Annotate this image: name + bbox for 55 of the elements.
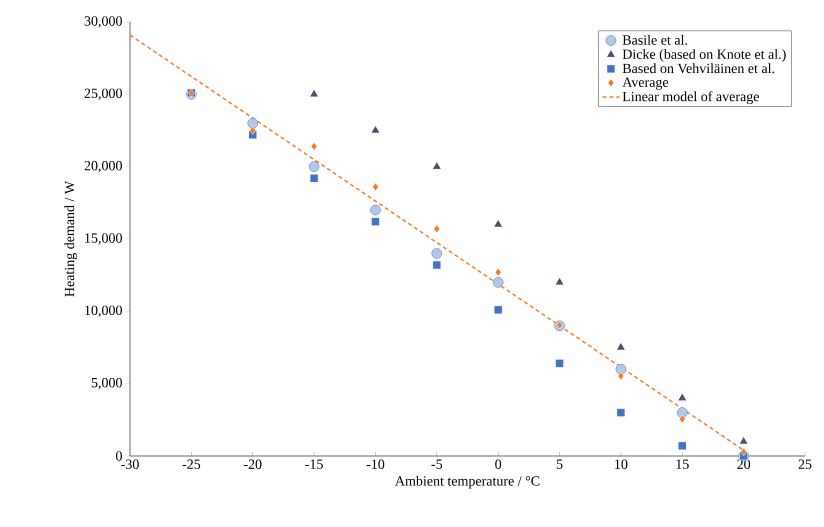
legend-label: Average [622,78,668,90]
y-tick-label: 30,000 [84,16,122,28]
x-tick-label: -10 [366,460,384,469]
point [432,161,442,170]
point [616,342,626,350]
point [679,414,686,424]
legend-label: Basile et al. [622,34,688,45]
x-tick-label: -25 [182,460,200,469]
x-axis-title: Ambient temperature / °C [395,476,540,489]
point [740,448,747,456]
x-tick-label: 15 [676,460,689,469]
point [370,125,380,134]
point [616,364,626,374]
y-tick-label: 10,000 [85,306,122,318]
point [678,442,687,450]
point [555,359,564,368]
point [492,277,504,288]
point [308,161,320,172]
x-tick-label: 10 [615,460,628,469]
point [494,219,503,228]
point [677,407,688,418]
x-tick-label: 25 [798,460,812,469]
point [372,182,379,192]
x-tick-label: -20 [244,460,262,469]
y-tick-label: 0 [116,451,122,461]
y-tick-label: 20,000 [84,160,122,172]
point [310,89,319,98]
point [371,217,380,226]
point [678,392,687,401]
legend-label: Dicke (based on Knote et al.) [622,49,786,62]
legend-label: Linear model of average [622,91,759,104]
y-tick-label: 25,000 [84,88,122,100]
x-tick-label: 5 [556,460,563,469]
point [739,436,748,444]
point [370,204,381,216]
y-axis-title: Heating demand / W [64,180,78,297]
y-tick-label: 5,000 [92,378,122,390]
x-tick-label: -30 [121,460,139,469]
point [494,268,502,277]
point [494,306,502,314]
point [310,142,318,151]
point [432,248,442,259]
point [247,118,258,129]
point [310,174,318,182]
y-tick-label: 15,000 [85,233,122,245]
point [434,224,440,234]
point [432,260,442,270]
legend-label: Based on Vehviläinen et al. [622,63,774,74]
point [249,126,256,135]
x-tick-label: -15 [305,460,323,469]
point [616,408,626,417]
point [554,277,564,286]
point [618,372,624,380]
x-tick-label: 0 [495,460,502,469]
x-tick-label: -5 [432,460,442,469]
